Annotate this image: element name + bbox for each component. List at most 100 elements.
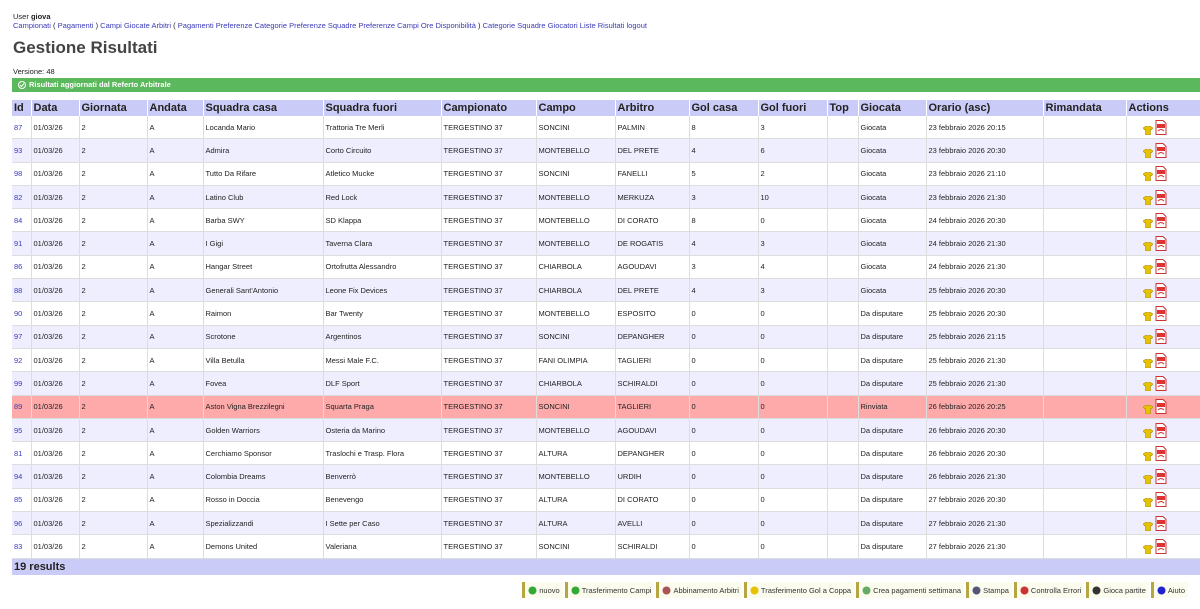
nav-link[interactable]: Categorie	[482, 21, 516, 30]
nav-link[interactable]: Preferenze Squadre	[289, 21, 357, 30]
cell: I Sette per Caso	[323, 511, 442, 536]
toolbar-button[interactable]: Trasferimento Campi	[564, 582, 655, 598]
column-header[interactable]: Giocata	[858, 100, 927, 116]
pdf-icon[interactable]	[1155, 259, 1167, 275]
id-link[interactable]: 98	[14, 169, 23, 179]
nav-link[interactable]: logout	[626, 21, 647, 30]
nav-link[interactable]: Preferenze Categorie	[215, 21, 288, 30]
shirt-icon[interactable]	[1142, 544, 1153, 554]
column-header[interactable]: Andata	[147, 100, 204, 116]
id-link[interactable]: 86	[14, 262, 23, 272]
column-header[interactable]: Campo	[536, 100, 616, 116]
shirt-icon[interactable]	[1142, 521, 1153, 531]
shirt-icon[interactable]	[1142, 498, 1153, 508]
cell: AGOUDAVI	[615, 418, 690, 443]
id-link[interactable]: 91	[14, 239, 23, 249]
nav-link[interactable]: Arbitri	[151, 21, 172, 30]
column-header[interactable]: Rimandata	[1043, 100, 1127, 116]
nav-link[interactable]: Pagamenti	[57, 21, 94, 30]
shirt-icon[interactable]	[1142, 125, 1153, 135]
nav-link[interactable]: Liste	[579, 21, 596, 30]
shirt-icon[interactable]	[1142, 428, 1153, 438]
column-header[interactable]: Arbitro	[615, 100, 690, 116]
pdf-icon[interactable]	[1155, 492, 1167, 508]
id-link[interactable]: 99	[14, 378, 23, 388]
column-header[interactable]: Top	[827, 100, 859, 116]
shirt-icon[interactable]	[1142, 475, 1153, 485]
nav-link[interactable]: Giocatori	[547, 21, 578, 30]
toolbar-button[interactable]: Gioca partite	[1086, 582, 1149, 598]
column-header[interactable]: Squadra fuori	[323, 100, 442, 116]
shirt-icon[interactable]	[1142, 288, 1153, 298]
id-link[interactable]: 97	[14, 332, 23, 342]
shirt-icon[interactable]	[1142, 451, 1153, 461]
user-line: User giova	[13, 12, 647, 21]
column-header[interactable]: Campionato	[441, 100, 537, 116]
nav-link[interactable]: Preferenze Campi	[358, 21, 419, 30]
nav-link[interactable]: Campionati	[13, 21, 51, 30]
toolbar-button[interactable]: Trasferimento Gol a Coppa	[743, 582, 855, 598]
pdf-icon[interactable]	[1155, 422, 1167, 438]
pdf-icon[interactable]	[1155, 119, 1167, 135]
id-link[interactable]: 92	[14, 355, 23, 365]
nav-link[interactable]: Squadre	[517, 21, 546, 30]
shirt-icon[interactable]	[1142, 405, 1153, 415]
pdf-icon[interactable]	[1155, 282, 1167, 298]
shirt-icon[interactable]	[1142, 358, 1153, 368]
column-header[interactable]: Gol casa	[689, 100, 759, 116]
pdf-icon[interactable]	[1155, 236, 1167, 252]
column-header[interactable]: Id	[12, 100, 32, 116]
pdf-icon[interactable]	[1155, 375, 1167, 391]
nav-link[interactable]: Campi	[100, 21, 122, 30]
column-header[interactable]: Squadra casa	[203, 100, 324, 116]
shirt-icon[interactable]	[1142, 265, 1153, 275]
toolbar-button[interactable]: Stampa	[966, 582, 1012, 598]
id-link[interactable]: 81	[14, 448, 23, 458]
nav-link[interactable]: Giocate	[123, 21, 150, 30]
nav-link[interactable]: Ore Disponibilità	[420, 21, 476, 30]
shirt-icon[interactable]	[1142, 148, 1153, 158]
nav-link[interactable]: Pagamenti	[177, 21, 214, 30]
shirt-icon[interactable]	[1142, 242, 1153, 252]
pdf-icon[interactable]	[1155, 538, 1167, 554]
id-link[interactable]: 85	[14, 495, 23, 505]
column-header[interactable]: Gol fuori	[758, 100, 828, 116]
shirt-icon[interactable]	[1142, 381, 1153, 391]
id-link[interactable]: 83	[14, 541, 23, 551]
id-link[interactable]: 84	[14, 215, 23, 225]
id-link[interactable]: 95	[14, 425, 23, 435]
id-link[interactable]: 87	[14, 122, 23, 132]
id-link[interactable]: 93	[14, 145, 23, 155]
shirt-icon[interactable]	[1142, 218, 1153, 228]
pdf-icon[interactable]	[1155, 329, 1167, 345]
shirt-icon[interactable]	[1142, 335, 1153, 345]
column-header[interactable]: Giornata	[79, 100, 148, 116]
pdf-icon[interactable]	[1155, 515, 1167, 531]
shirt-icon[interactable]	[1142, 195, 1153, 205]
pdf-icon[interactable]	[1155, 166, 1167, 182]
toolbar-button[interactable]: Crea pagamenti settimana	[856, 582, 965, 598]
id-link[interactable]: 89	[14, 402, 23, 412]
shirt-icon[interactable]	[1142, 312, 1153, 322]
pdf-icon[interactable]	[1155, 142, 1167, 158]
id-link[interactable]: 82	[14, 192, 23, 202]
toolbar-button[interactable]: Abbinamento Arbitri	[656, 582, 742, 598]
pdf-icon[interactable]	[1155, 212, 1167, 228]
id-link[interactable]: 94	[14, 472, 23, 482]
nav-link[interactable]: Risultati	[597, 21, 625, 30]
pdf-icon[interactable]	[1155, 469, 1167, 485]
column-header[interactable]: Orario (asc)	[926, 100, 1044, 116]
pdf-icon[interactable]	[1155, 189, 1167, 205]
id-link[interactable]: 90	[14, 309, 23, 319]
pdf-icon[interactable]	[1155, 445, 1167, 461]
shirt-icon[interactable]	[1142, 172, 1153, 182]
id-link[interactable]: 88	[14, 285, 23, 295]
pdf-icon[interactable]	[1155, 306, 1167, 322]
toolbar-button[interactable]: Aiuto	[1150, 582, 1188, 598]
toolbar-button[interactable]: Controlla Errori	[1013, 582, 1085, 598]
toolbar-button[interactable]: nuovo	[522, 582, 563, 598]
column-header[interactable]: Data	[31, 100, 80, 116]
pdf-icon[interactable]	[1155, 352, 1167, 368]
id-link[interactable]: 96	[14, 518, 23, 528]
pdf-icon[interactable]	[1155, 399, 1167, 415]
